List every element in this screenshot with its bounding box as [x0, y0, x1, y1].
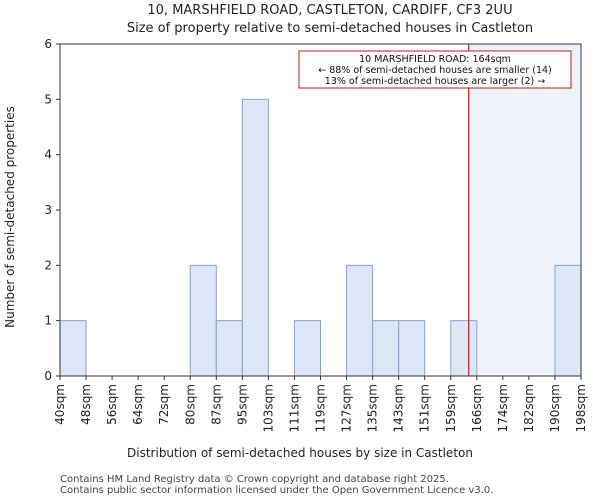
x-tick-label: 119sqm: [314, 384, 328, 432]
y-tick-label: 5: [44, 92, 52, 106]
bar-80sqm: [189, 264, 217, 377]
x-tick-label: 127sqm: [340, 384, 354, 432]
x-axis-label: Distribution of semi-detached houses by …: [127, 446, 473, 460]
bar-143sqm: [398, 320, 426, 377]
x-tick-label: 40sqm: [53, 384, 67, 425]
x-tick-label: 64sqm: [131, 384, 145, 425]
annotation-box: [298, 50, 572, 89]
histogram-chart: 10, MARSHFIELD ROAD, CASTLETON, CARDIFF,…: [3, 3, 588, 460]
x-tick-label: 95sqm: [235, 384, 249, 425]
x-tick-label: 174sqm: [496, 384, 510, 432]
bar-95sqm: [241, 98, 269, 377]
x-tick-label: 135sqm: [366, 384, 380, 432]
x-tick-label: 151sqm: [418, 384, 432, 432]
annotation-line-1: 10 MARSHFIELD ROAD: 164sqm: [359, 54, 511, 65]
footer-copyright: Contains HM Land Registry data © Crown c…: [60, 474, 449, 485]
annotation-line-2: ← 88% of semi-detached houses are smalle…: [318, 65, 552, 76]
chart-title: 10, MARSHFIELD ROAD, CASTLETON, CARDIFF,…: [147, 3, 512, 18]
x-tick-label: 87sqm: [209, 384, 223, 425]
x-tick-label: 159sqm: [444, 384, 458, 432]
bar-87sqm: [215, 320, 243, 377]
bar-159sqm: [450, 320, 478, 377]
footer-licence: Contains public sector information licen…: [60, 485, 494, 496]
y-tick-label: 2: [44, 258, 52, 272]
annotation-line-3: 13% of semi-detached houses are larger (…: [325, 76, 545, 87]
plot-area: 0 1 2 3 4 5 6 40sqm 48sqm 56sqm 64sqm 72sqm 80sqm 87s…: [44, 37, 588, 432]
y-axis-label: Number of semi-detached properties: [3, 106, 17, 328]
x-tick-label: 103sqm: [261, 384, 275, 432]
y-tick-label: 1: [44, 314, 52, 328]
bar-135sqm: [372, 320, 400, 377]
y-tick-label: 4: [44, 148, 52, 162]
x-tick-label: 198sqm: [574, 384, 588, 432]
bar-190sqm: [554, 264, 582, 377]
bar-111sqm: [293, 320, 322, 377]
x-tick-label: 48sqm: [79, 384, 93, 425]
y-tick-label: 3: [44, 203, 52, 217]
x-tick-label: 143sqm: [392, 384, 406, 432]
y-tick-label: 6: [44, 37, 52, 51]
y-tick-label: 0: [44, 369, 52, 383]
x-tick-label: 190sqm: [548, 384, 562, 432]
bar-127sqm: [346, 264, 374, 377]
x-tick-label: 111sqm: [287, 384, 301, 432]
x-tick-label: 166sqm: [470, 384, 484, 432]
x-tick-label: 182sqm: [522, 384, 536, 432]
x-tick-label: 80sqm: [183, 384, 197, 425]
chart-subtitle: Size of property relative to semi-detach…: [127, 21, 533, 36]
x-tick-label: 56sqm: [105, 384, 119, 425]
bar-40sqm: [59, 320, 87, 377]
x-tick-label: 72sqm: [157, 384, 171, 425]
